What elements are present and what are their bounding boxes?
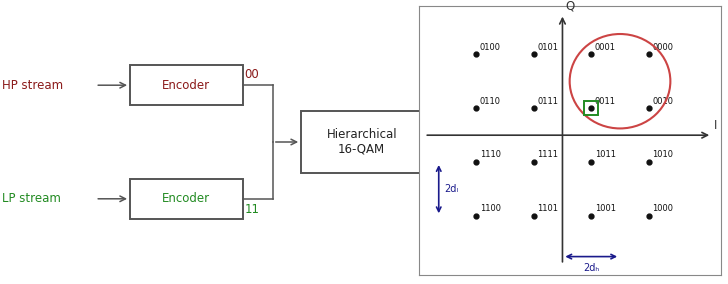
Text: 1011: 1011 bbox=[595, 151, 616, 159]
Bar bbox=[301, 111, 422, 173]
Text: LP stream: LP stream bbox=[2, 192, 61, 205]
Text: 0010: 0010 bbox=[652, 97, 673, 105]
Text: 1001: 1001 bbox=[595, 204, 616, 213]
Text: Hierarchical
16-QAM: Hierarchical 16-QAM bbox=[326, 128, 397, 156]
Text: 0100: 0100 bbox=[480, 43, 501, 51]
Text: 0000: 0000 bbox=[652, 43, 673, 51]
Text: 00: 00 bbox=[245, 68, 259, 81]
Bar bbox=[584, 101, 598, 115]
Text: 1101: 1101 bbox=[537, 204, 558, 213]
Text: 2dₕ: 2dₕ bbox=[583, 263, 599, 273]
Text: 0110: 0110 bbox=[480, 97, 501, 105]
Bar bbox=[130, 65, 242, 105]
Text: 1111: 1111 bbox=[537, 151, 558, 159]
Text: 1110: 1110 bbox=[480, 151, 501, 159]
Text: Encoder: Encoder bbox=[162, 79, 210, 92]
Text: 0001: 0001 bbox=[595, 43, 616, 51]
Text: 2dₗ: 2dₗ bbox=[445, 184, 459, 194]
Text: 0111: 0111 bbox=[537, 97, 558, 105]
Text: I: I bbox=[713, 120, 717, 132]
Text: Q: Q bbox=[566, 0, 574, 12]
Text: 1000: 1000 bbox=[652, 204, 673, 213]
Text: Encoder: Encoder bbox=[162, 192, 210, 205]
Text: 1100: 1100 bbox=[480, 204, 501, 213]
Text: 0101: 0101 bbox=[537, 43, 558, 51]
Text: 0011: 0011 bbox=[595, 97, 616, 105]
Text: 1010: 1010 bbox=[652, 151, 673, 159]
Text: HP stream: HP stream bbox=[2, 79, 63, 92]
Text: 11: 11 bbox=[245, 203, 260, 216]
Bar bbox=[130, 179, 242, 219]
